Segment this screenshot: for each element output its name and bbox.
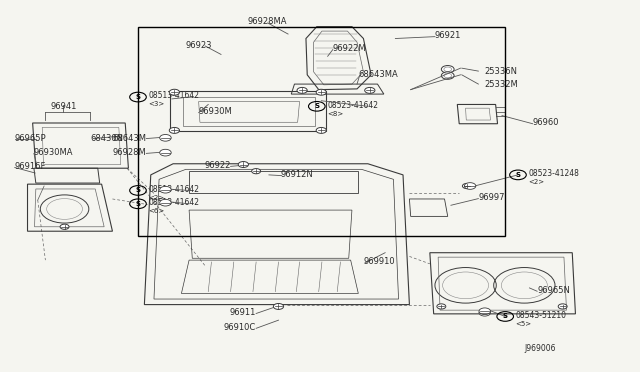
Text: S: S bbox=[136, 201, 141, 207]
Circle shape bbox=[316, 128, 326, 134]
Text: 969910: 969910 bbox=[364, 257, 395, 266]
Circle shape bbox=[442, 72, 454, 79]
Circle shape bbox=[170, 128, 179, 134]
Circle shape bbox=[479, 310, 490, 316]
Circle shape bbox=[365, 87, 375, 93]
Text: <2>: <2> bbox=[148, 195, 164, 201]
Text: 96922M: 96922M bbox=[333, 44, 366, 53]
Text: <2>: <2> bbox=[528, 179, 544, 185]
Text: 96928MA: 96928MA bbox=[248, 17, 287, 26]
Text: 96910C: 96910C bbox=[224, 323, 256, 332]
Text: 96997: 96997 bbox=[478, 193, 505, 202]
Circle shape bbox=[479, 308, 490, 315]
Text: 08523-41248: 08523-41248 bbox=[528, 169, 579, 178]
Circle shape bbox=[252, 169, 260, 174]
Text: 08523-41642: 08523-41642 bbox=[327, 101, 378, 110]
Circle shape bbox=[160, 199, 172, 206]
Text: 08543-51210: 08543-51210 bbox=[515, 311, 566, 320]
Text: 96930MA: 96930MA bbox=[34, 148, 74, 157]
Text: <3>: <3> bbox=[148, 102, 164, 108]
Text: 96960: 96960 bbox=[532, 119, 559, 128]
Circle shape bbox=[160, 186, 172, 193]
Text: 96941: 96941 bbox=[50, 102, 76, 111]
Text: <6>: <6> bbox=[148, 208, 164, 214]
Text: S: S bbox=[136, 94, 141, 100]
Circle shape bbox=[316, 89, 326, 95]
Text: 08513-41642: 08513-41642 bbox=[148, 198, 199, 207]
Circle shape bbox=[238, 161, 248, 167]
Circle shape bbox=[170, 89, 179, 95]
Text: 25332M: 25332M bbox=[484, 80, 518, 89]
Text: S: S bbox=[136, 187, 141, 193]
Text: 96928M: 96928M bbox=[113, 148, 147, 157]
Bar bbox=[138, 27, 505, 236]
Text: 96930M: 96930M bbox=[198, 108, 232, 116]
Text: 08513-41642: 08513-41642 bbox=[148, 185, 199, 194]
Text: 96911: 96911 bbox=[230, 308, 256, 317]
Text: 96921: 96921 bbox=[435, 31, 461, 41]
Circle shape bbox=[60, 224, 69, 230]
Text: 96965N: 96965N bbox=[537, 286, 570, 295]
Circle shape bbox=[437, 304, 446, 309]
Text: 96965P: 96965P bbox=[15, 134, 46, 143]
Text: 08513-41642: 08513-41642 bbox=[148, 92, 199, 100]
Text: 96923: 96923 bbox=[186, 41, 212, 50]
Text: S: S bbox=[314, 103, 319, 109]
Circle shape bbox=[160, 149, 172, 156]
Circle shape bbox=[273, 304, 284, 310]
Circle shape bbox=[465, 183, 476, 189]
Text: S: S bbox=[515, 172, 520, 178]
Circle shape bbox=[297, 87, 307, 93]
Circle shape bbox=[160, 135, 172, 141]
Circle shape bbox=[558, 304, 567, 309]
Text: 68643MA: 68643MA bbox=[358, 70, 398, 79]
Text: 68643M: 68643M bbox=[112, 134, 147, 143]
Text: <5>: <5> bbox=[515, 321, 532, 327]
Text: 96916F: 96916F bbox=[15, 162, 46, 171]
Text: S: S bbox=[502, 314, 508, 320]
Text: 96912N: 96912N bbox=[280, 170, 313, 179]
Circle shape bbox=[463, 183, 471, 189]
Circle shape bbox=[442, 65, 454, 73]
Text: J969006: J969006 bbox=[525, 344, 556, 353]
Text: 68430N: 68430N bbox=[90, 134, 123, 143]
Text: <8>: <8> bbox=[327, 111, 343, 117]
Text: 96922: 96922 bbox=[204, 161, 230, 170]
Text: 25336N: 25336N bbox=[484, 67, 518, 76]
